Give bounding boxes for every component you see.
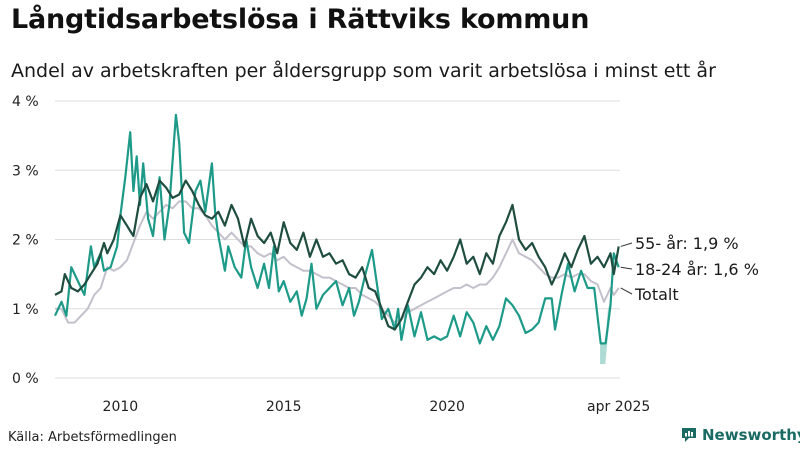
x-tick-label: 2020 — [429, 399, 465, 415]
brand-name: Newsworthy — [702, 426, 800, 444]
brand-logo: Newsworthy — [680, 426, 800, 444]
chart-subtitle: Andel av arbetskraften per åldersgrupp s… — [11, 60, 716, 82]
series-end-label-1: 18-24 år: 1,6 % — [635, 260, 759, 279]
series-lines — [54, 113, 620, 345]
y-tick-label: 0 % — [12, 371, 39, 387]
source-note: Källa: Arbetsförmedlingen — [8, 430, 177, 445]
label-leader-0 — [620, 242, 633, 247]
series-end-label-0: 55- år: 1,9 % — [635, 234, 739, 253]
series-line-0 — [54, 179, 620, 331]
bar-chart-icon — [682, 428, 696, 442]
series-end-labels: 55- år: 1,9 % 18-24 år: 1,6 % Totalt — [620, 234, 759, 304]
chart-title: Långtidsarbetslösa i Rättviks kommun — [11, 4, 590, 35]
label-leader-2 — [620, 287, 633, 295]
y-tick-label: 1 % — [12, 302, 39, 318]
y-axis-ticks: 0 % 1 % 2 % 3 % 4 % — [12, 94, 39, 387]
y-tick-label: 4 % — [12, 94, 39, 110]
x-tick-label: 2015 — [266, 399, 302, 415]
y-tick-label: 2 % — [12, 233, 39, 249]
x-axis-ticks: 2010 2015 2020 apr 2025 — [103, 399, 651, 415]
series-end-label-2: Totalt — [634, 285, 679, 304]
x-tick-label: apr 2025 — [587, 399, 650, 415]
series-line-2 — [55, 200, 620, 324]
grid-lines — [55, 100, 620, 379]
x-tick-label: 2010 — [103, 399, 139, 415]
label-leader-1 — [620, 266, 633, 270]
y-tick-label: 3 % — [12, 163, 39, 179]
